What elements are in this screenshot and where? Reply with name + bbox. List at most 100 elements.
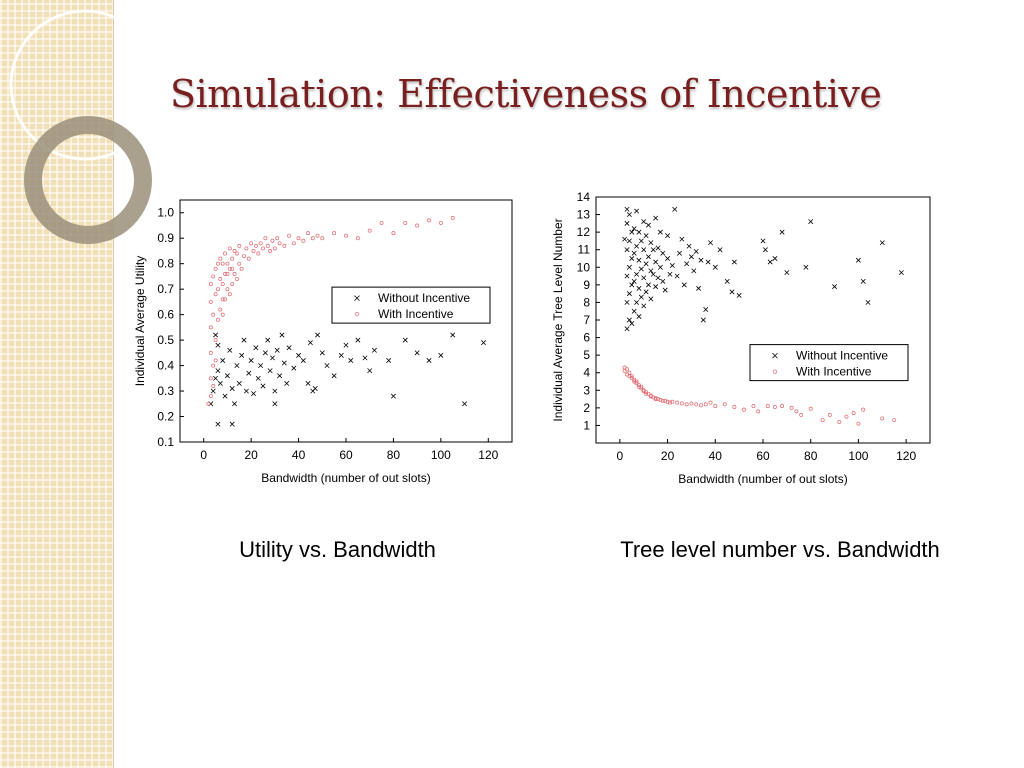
data-point [438, 220, 443, 225]
data-point [648, 296, 654, 302]
data-point [657, 264, 663, 270]
y-tick-label: 14 [577, 190, 591, 204]
data-point [751, 404, 756, 409]
utility-chart-svg: 0 20 40 60 80 100 120 0.1 0.2 0.3 0.4 0.5 0.6 0.7 0.8 0… [133, 199, 513, 485]
y-tick-label: 7 [583, 313, 590, 327]
legend-box [749, 344, 909, 382]
data-point [665, 399, 670, 404]
data-point [277, 373, 283, 379]
data-point [713, 404, 718, 409]
x-axis-label: Bandwidth (number of out slots) [261, 471, 430, 485]
y-tick-label: 11 [578, 243, 591, 257]
data-point [291, 241, 296, 246]
data-point [229, 386, 235, 391]
data-point [438, 352, 444, 358]
data-point [232, 401, 238, 407]
data-point [779, 229, 785, 235]
y-tick-label: 1.0 [157, 206, 174, 220]
data-point [732, 405, 737, 409]
y-tick-label: 0.5 [157, 333, 174, 347]
data-point [223, 251, 228, 256]
data-point [634, 379, 639, 384]
data-point [631, 308, 637, 314]
data-point [301, 238, 306, 243]
data-point [227, 266, 232, 271]
data-point [427, 218, 431, 223]
y-tick-label: 5 [583, 348, 590, 362]
data-point [258, 241, 263, 246]
data-point [624, 299, 630, 305]
data-point [234, 277, 239, 281]
data-point [210, 388, 216, 394]
data-point [851, 411, 856, 416]
series-without-incentive [622, 206, 904, 332]
data-point [832, 284, 838, 290]
data-point [229, 421, 235, 427]
data-point [643, 261, 649, 267]
data-point [225, 287, 230, 292]
data-point [856, 421, 861, 426]
data-point [251, 391, 256, 397]
data-point [211, 384, 216, 388]
data-point [660, 398, 665, 403]
data-point [653, 284, 659, 290]
data-point [674, 273, 680, 279]
data-point [675, 400, 680, 405]
data-point [239, 352, 245, 358]
data-point [694, 402, 699, 407]
data-point [688, 254, 694, 260]
data-point [667, 271, 673, 277]
data-point [712, 264, 718, 270]
data-point [722, 402, 727, 407]
data-point [684, 402, 689, 407]
data-point [274, 347, 280, 353]
data-point [629, 282, 635, 288]
data-point [780, 404, 785, 409]
legend-marker [772, 369, 778, 374]
data-point [631, 250, 637, 256]
legend-label: Without Incentive [796, 349, 888, 363]
y-tick-label: 0.6 [157, 308, 174, 322]
data-point [279, 332, 285, 338]
data-point [703, 402, 708, 407]
data-point [315, 233, 320, 238]
decorative-strip [0, 0, 114, 768]
data-point [244, 246, 249, 251]
data-point [277, 241, 282, 246]
legend-marker [354, 311, 360, 317]
y-tick-label: 0.3 [157, 384, 174, 398]
data-point [426, 358, 432, 363]
data-point [227, 347, 233, 353]
series-with-incentive [622, 365, 897, 426]
data-point [641, 247, 647, 253]
data-point [243, 388, 249, 394]
data-point [211, 274, 216, 279]
data-point [844, 414, 849, 419]
data-point [644, 391, 649, 396]
data-point [236, 380, 242, 386]
data-point [665, 233, 671, 239]
legend-marker [354, 295, 360, 301]
tree-level-chart-svg: 0 20 40 60 80 100 1201234567891011121314Bandwi… [551, 190, 931, 486]
data-point [217, 380, 223, 386]
data-point [643, 289, 649, 295]
data-point [626, 317, 632, 323]
data-point [700, 317, 706, 323]
data-point [665, 256, 671, 261]
y-tick-label: 0.7 [157, 282, 174, 296]
data-point [232, 248, 237, 253]
data-point [898, 270, 904, 276]
data-point [450, 332, 456, 338]
data-point [634, 299, 640, 305]
data-point [211, 312, 216, 317]
data-point [837, 419, 842, 424]
data-point [263, 236, 268, 241]
data-point [631, 278, 637, 284]
y-tick-label: 1 [583, 418, 590, 432]
data-point [261, 246, 265, 251]
data-point [239, 266, 244, 271]
x-tick-label: 80 [804, 449, 818, 463]
data-point [267, 368, 273, 374]
data-point [638, 238, 644, 244]
data-point [679, 401, 684, 406]
